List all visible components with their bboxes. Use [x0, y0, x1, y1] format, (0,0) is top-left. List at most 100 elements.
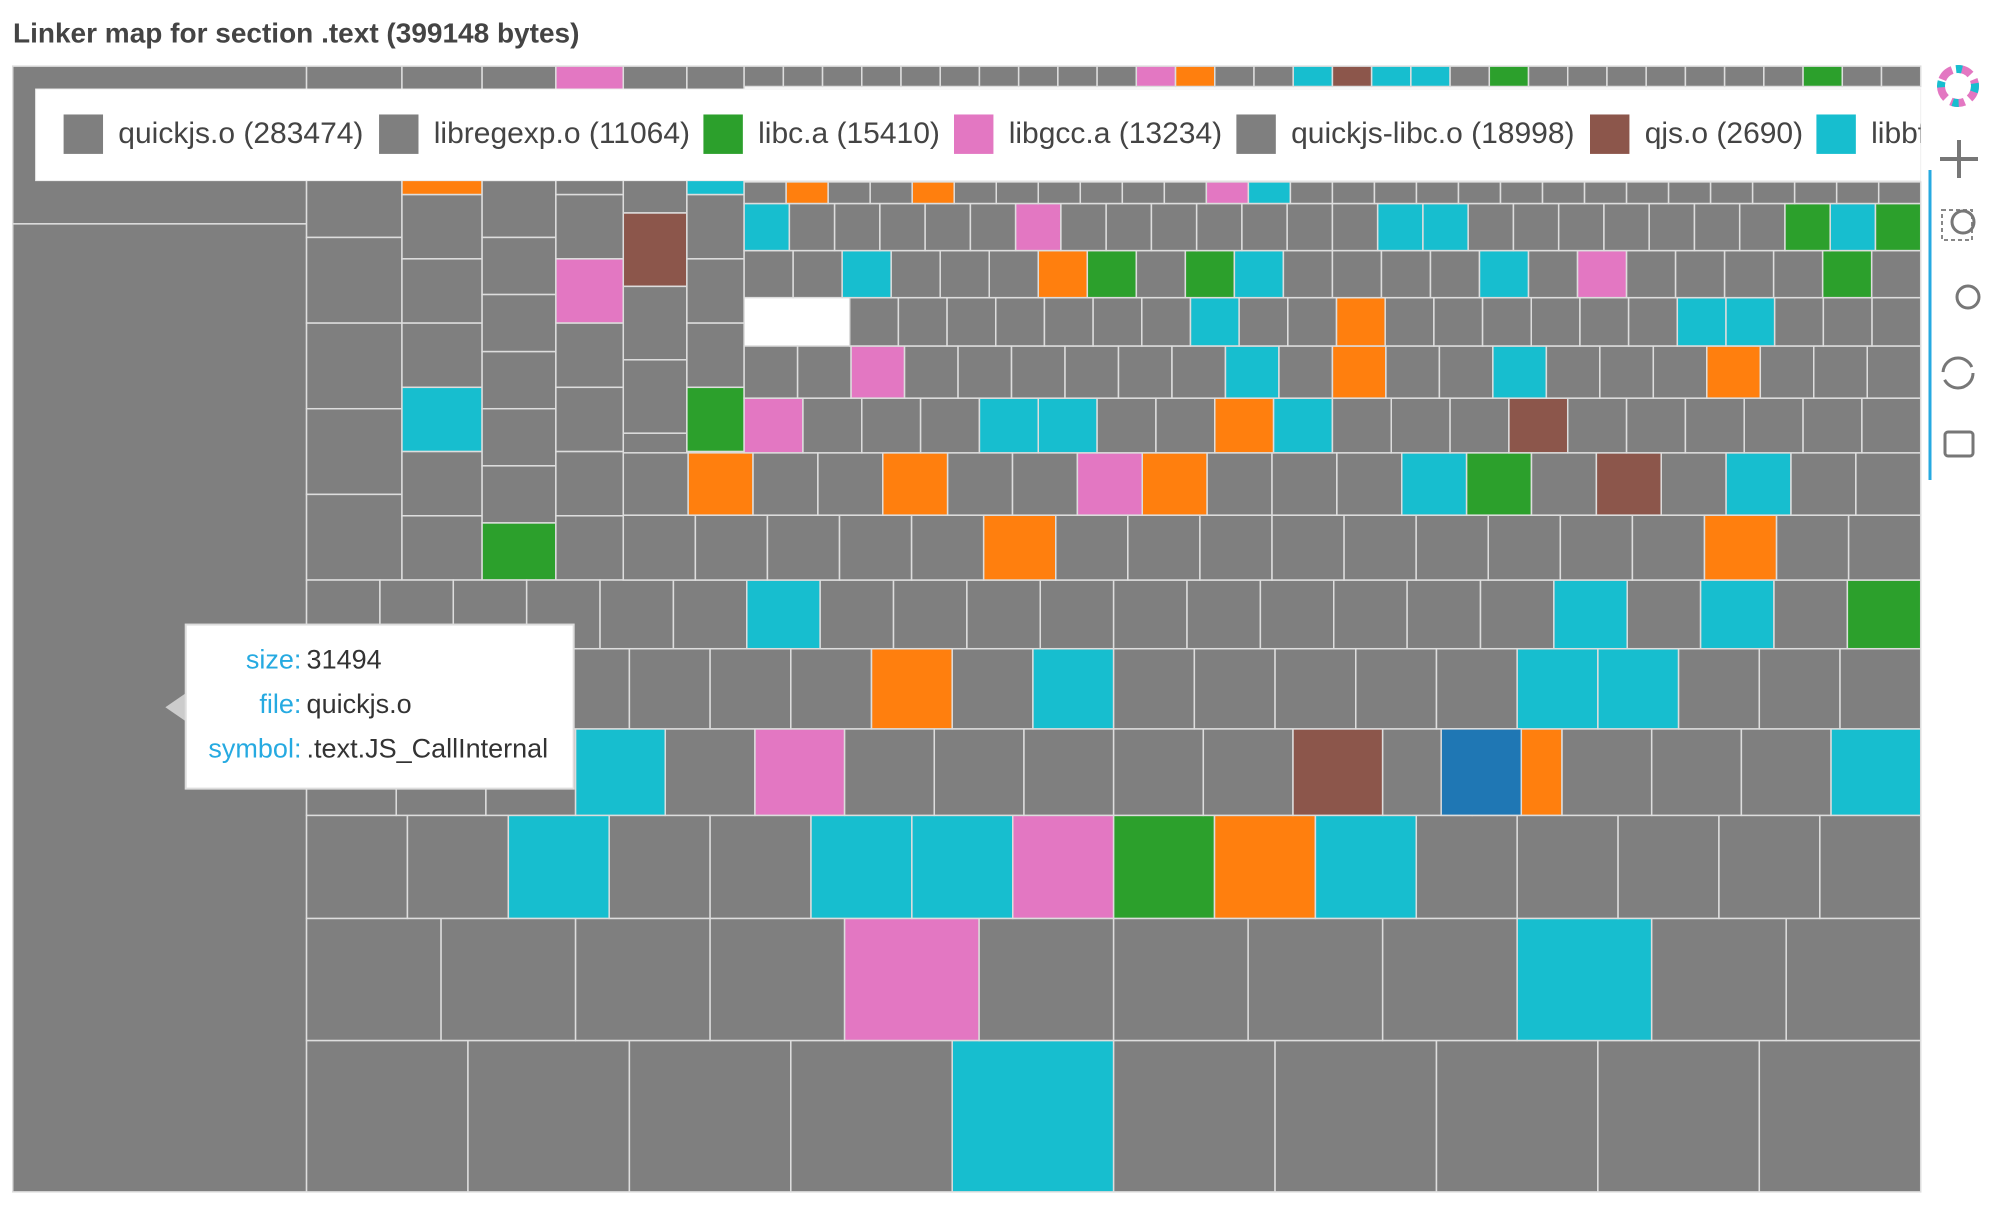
tile: [1561, 728, 1653, 817]
tile: [1238, 296, 1289, 347]
tile: [1282, 249, 1334, 299]
tile: [1821, 249, 1873, 299]
tile: [1652, 345, 1708, 399]
pan-tool[interactable]: [1940, 140, 1978, 178]
tile: [1541, 181, 1586, 205]
tile: [1871, 296, 1922, 347]
tile: [1429, 249, 1481, 299]
tile: [401, 193, 483, 260]
tile: [1579, 296, 1630, 347]
tile: [1440, 728, 1523, 817]
tile: [1247, 181, 1292, 205]
tile: [305, 1039, 469, 1193]
tile: [1772, 249, 1824, 299]
tile: [1127, 514, 1201, 581]
tile: [1336, 452, 1403, 516]
tile: [709, 917, 846, 1042]
tile: [1370, 65, 1412, 88]
tile: [1241, 202, 1288, 252]
tile: [1032, 647, 1115, 730]
tile: [754, 728, 846, 817]
tile: [1274, 647, 1357, 730]
tile: [743, 345, 799, 399]
tile: [467, 1039, 631, 1193]
tile: [1479, 579, 1555, 650]
tile: [1723, 249, 1775, 299]
tile: [1010, 345, 1066, 399]
tile: [897, 296, 948, 347]
tile: [574, 728, 667, 817]
tile: [481, 293, 557, 353]
tile: [1422, 202, 1469, 252]
reset-tool[interactable]: [1941, 356, 1975, 390]
tile: [401, 515, 483, 581]
tile: [1189, 296, 1240, 347]
tile: [994, 296, 1046, 347]
tile: [1492, 345, 1548, 399]
tile: [1014, 202, 1062, 252]
tile: [1660, 452, 1727, 516]
tile: [1684, 65, 1726, 88]
tile: [1874, 202, 1922, 252]
tile: [1272, 397, 1334, 454]
tile: [481, 236, 557, 296]
tile: [481, 522, 557, 581]
legend-label: libbf: [1871, 117, 1927, 150]
tile: [1877, 181, 1922, 205]
tile: [939, 249, 990, 299]
tile: [1171, 345, 1227, 399]
tile: [870, 647, 953, 730]
wheel-zoom-tool[interactable]: [1955, 284, 1981, 310]
tile: [1773, 296, 1825, 347]
tooltip-value: .text.JS_CallInternal: [307, 734, 549, 764]
tile: [1186, 579, 1262, 650]
tile: [622, 514, 697, 581]
tile: [1331, 397, 1393, 454]
tile: [953, 181, 997, 205]
tile: [1253, 65, 1294, 88]
tile: [957, 345, 1013, 399]
tile: [827, 181, 871, 205]
tile: [1559, 514, 1634, 581]
tile: [1150, 202, 1198, 252]
tile: [1488, 65, 1530, 88]
legend-label: quickjs.o (283474): [118, 117, 363, 150]
tile: [838, 514, 913, 581]
tile: [848, 296, 900, 347]
tile: [1465, 452, 1533, 516]
tile: [746, 579, 821, 650]
tile: [1390, 397, 1451, 454]
tile: [1603, 202, 1650, 252]
tile: [1576, 249, 1628, 299]
tile: [782, 65, 824, 88]
tile: [1292, 728, 1384, 817]
tile: [1527, 65, 1569, 88]
tile: [622, 452, 689, 516]
tile: [850, 345, 906, 399]
tile: [1530, 296, 1581, 347]
tile: [1355, 647, 1438, 730]
hover-tool[interactable]: [1943, 430, 1975, 458]
tile: [1286, 202, 1334, 252]
tile: [608, 814, 711, 920]
tooltip-key: file:: [259, 689, 301, 719]
legend: quickjs.o (283474) libregexp.o (11064) lib…: [35, 88, 1927, 182]
box-zoom-tool[interactable]: [1941, 209, 1973, 241]
tile: [1667, 181, 1712, 205]
tile: [1233, 249, 1285, 299]
tooltip-key: symbol:: [208, 734, 301, 764]
tile: [1481, 296, 1533, 347]
toolbar: [1928, 65, 1981, 480]
tile: [1055, 514, 1129, 581]
tile: [982, 514, 1057, 581]
tile: [1648, 202, 1696, 252]
legend-label: qjs.o (2690): [1645, 117, 1803, 150]
tile: [1457, 181, 1502, 205]
tile: [1545, 345, 1601, 399]
tile: [1335, 296, 1386, 347]
tile: [1819, 814, 1922, 920]
tile: [817, 452, 884, 516]
tile: [686, 258, 745, 324]
tile: [1725, 452, 1792, 516]
tile: [1117, 345, 1173, 399]
